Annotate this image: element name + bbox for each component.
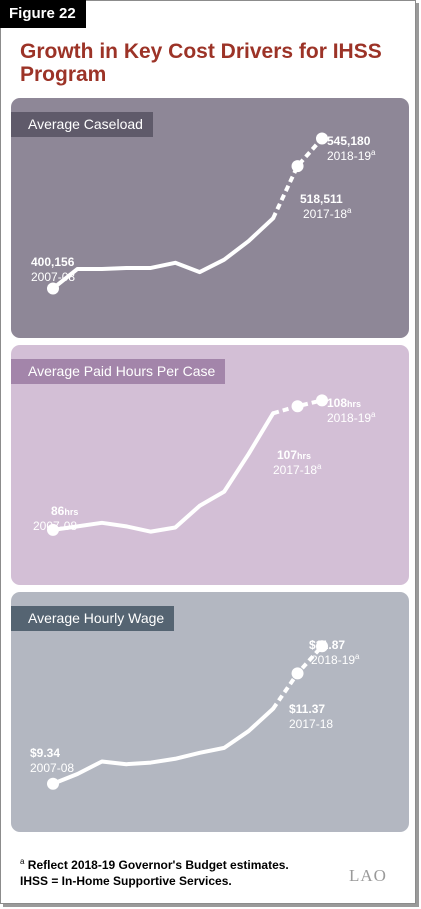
start-label-value: 400,156 [31,255,75,269]
estimate-label-value: 107hrs [277,448,311,462]
footnote-marker: a [20,857,25,866]
figure-label: Figure 22 [0,0,86,28]
estimate-label-period: 2017-18 [289,717,333,731]
lao-logo: LAO [349,866,387,885]
footnote: a Reflect 2018-19 Governor's Budget esti… [20,854,350,889]
paid-hours-panel-title: Average Paid Hours Per Case [11,359,226,384]
projection-label-value: $11.87 [309,638,345,652]
series-line-actual [51,706,276,786]
series-line-projected [271,137,324,220]
estimate-label-period: 2017-18a [273,462,322,477]
projection-point [316,640,328,653]
projection-point [316,132,328,145]
footnote-text: Reflect 2018-19 Governor's Budget estima… [27,858,289,872]
projection-label-period: 2018-19a [327,410,376,425]
hourly-wage-panel: $9.34 2007-08 $11.37 2017-18 $11.87 2018-19a … [11,592,409,832]
series-line-actual [51,411,276,534]
hourly-wage-panel-title: Average Hourly Wage [11,606,175,631]
start-label-period: 2007-08 [31,270,75,284]
projection-label-value: 545,180 [327,134,371,148]
series-line-actual [51,216,276,291]
start-label-value: 86hrs [51,504,78,518]
start-point [47,777,59,790]
estimate-point [291,667,304,680]
projection-point [316,394,328,407]
start-label-value: $9.34 [30,746,60,760]
estimate-label-value: 518,511 [300,192,343,206]
estimate-point [291,400,304,413]
footnote-line-1: a Reflect 2018-19 Governor's Budget esti… [20,854,350,873]
estimate-point [291,160,304,173]
start-label-period: 2007-08 [33,519,77,533]
projection-label-period: 2018-19a [311,652,360,667]
start-point [47,523,59,536]
caseload-panel: 400,156 2007-08 518,511 2017-18a 545,180 2018… [11,98,409,338]
start-point [47,282,59,295]
footnote-line-2: IHSS = In-Home Supportive Services. [20,874,232,888]
estimate-label-value: $11.37 [289,702,325,716]
start-label-period: 2007-08 [30,761,74,775]
caseload-panel-title: Average Caseload [11,112,153,137]
figure-title: Growth in Key Cost Drivers for IHSS Prog… [20,40,382,86]
projection-label-value: 108hrs [327,396,361,410]
projection-label-period: 2018-19a [327,148,376,163]
estimate-label-period: 2017-18a [303,206,352,221]
paid-hours-panel: 86hrs 2007-08 107hrs 2017-18a 108hrs 2018-19a… [11,345,409,585]
